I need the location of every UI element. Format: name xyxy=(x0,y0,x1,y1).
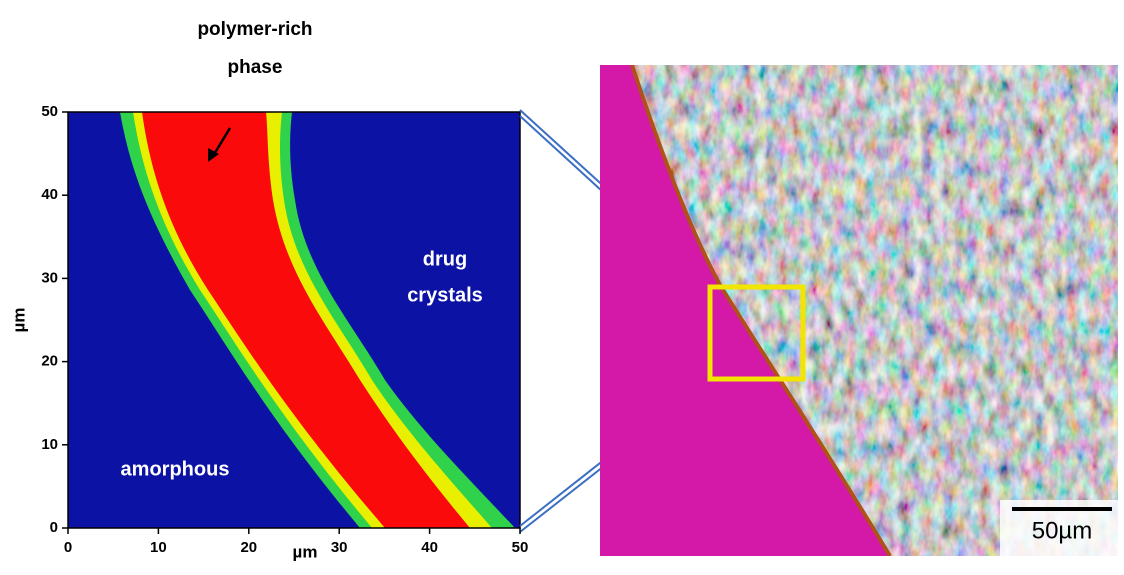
x-tick-label: 30 xyxy=(331,539,348,556)
x-tick-label: 0 xyxy=(64,539,72,556)
y-tick-label: 40 xyxy=(41,186,58,203)
annotation: amorphous xyxy=(121,458,230,480)
x-tick-label: 20 xyxy=(240,539,257,556)
y-tick-label: 30 xyxy=(41,269,58,286)
figure: 50µm polymer-rich phase drug crystals am… xyxy=(0,0,1124,575)
annotation: phase xyxy=(228,57,283,78)
x-tick-label: 50 xyxy=(512,539,529,556)
y-tick-label: 0 xyxy=(50,519,58,536)
y-tick-label: 10 xyxy=(41,436,58,453)
y-tick-label: 50 xyxy=(41,103,58,120)
y-tick-label: 20 xyxy=(41,353,58,370)
x-axis-label: µm xyxy=(293,542,318,561)
y-axis-label: µm xyxy=(9,308,28,333)
annotation: crystals xyxy=(407,284,483,306)
annotation: drug xyxy=(423,248,467,270)
annotation: polymer-rich xyxy=(197,19,312,40)
micrograph: 50µm xyxy=(600,65,1118,556)
scale-bar-label: 50µm xyxy=(1032,517,1093,544)
x-tick-label: 10 xyxy=(150,539,167,556)
x-tick-label: 40 xyxy=(421,539,438,556)
